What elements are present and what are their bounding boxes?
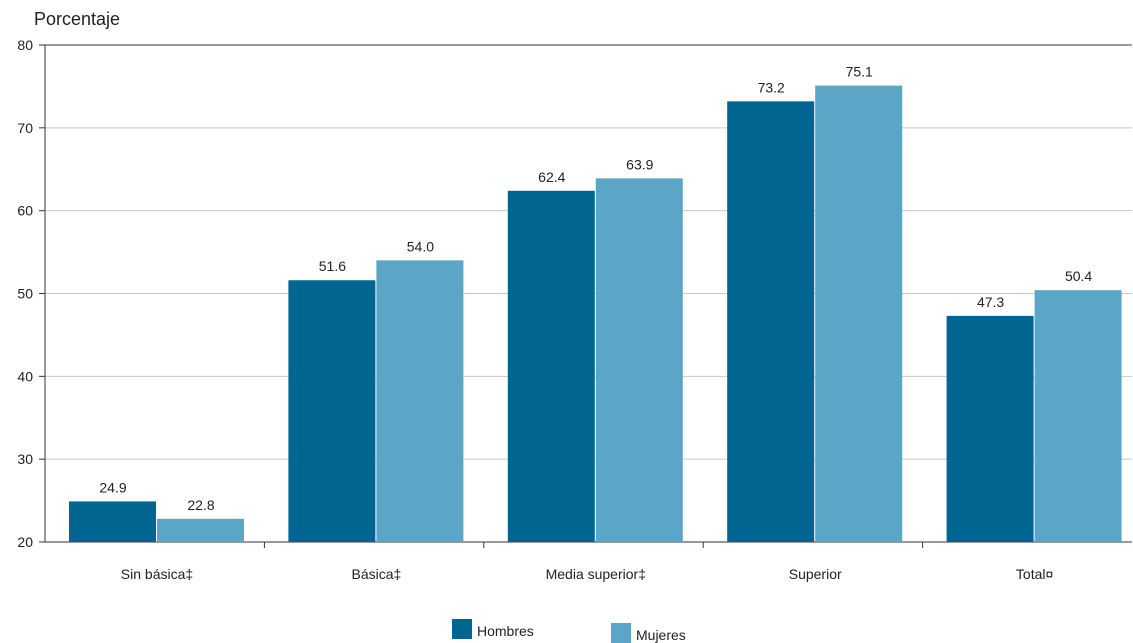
bar-mujeres: [157, 518, 244, 542]
data-label: 51.6: [319, 258, 346, 274]
bar-mujeres: [815, 85, 903, 543]
y-tick-label: 50: [17, 286, 33, 302]
y-tick-label: 20: [17, 534, 33, 550]
data-label: 50.4: [1065, 268, 1092, 284]
data-label: 22.8: [187, 497, 214, 513]
data-label: 63.9: [626, 156, 653, 172]
bar-hombres: [69, 501, 156, 542]
data-label: 62.4: [538, 169, 565, 185]
y-tick-label: 70: [17, 120, 33, 136]
data-label: 24.9: [99, 479, 126, 495]
legend-item-mujeres: Mujeres: [611, 623, 686, 643]
bar-mujeres: [1034, 290, 1122, 542]
legend-item-hombres: Hombres: [452, 619, 534, 639]
legend-label-mujeres: Mujeres: [636, 627, 686, 643]
x-tick-label: Superior: [789, 566, 842, 582]
data-label: 75.1: [846, 64, 873, 80]
legend: Hombres Mujeres: [0, 619, 1133, 643]
y-tick-label: 30: [17, 451, 33, 467]
x-tick-label: Total¤: [1016, 566, 1054, 582]
bar-hombres: [288, 280, 376, 542]
bar-chart: 20 30 40 50 60 70 80 24.9 22.8 Sin básica‡ 51.6 54.…: [17, 37, 1132, 582]
bar-hombres: [946, 315, 1034, 542]
y-axis-label: Porcentaje: [34, 9, 121, 29]
x-tick-label: Básica‡: [351, 566, 401, 582]
legend-swatch-mujeres: [611, 623, 631, 643]
x-tick-label: Sin básica‡: [121, 566, 193, 582]
data-label: 47.3: [977, 294, 1004, 310]
x-tick-label: Media superior‡: [546, 566, 646, 582]
legend-swatch-hombres: [452, 619, 472, 639]
y-tick-label: 40: [17, 368, 33, 384]
y-tick-label: 80: [17, 37, 33, 53]
bar-mujeres: [595, 178, 683, 542]
data-label: 54.0: [407, 238, 434, 254]
bar-hombres: [727, 101, 815, 543]
bar-hombres: [507, 190, 595, 542]
data-label: 73.2: [758, 79, 785, 95]
bar-mujeres: [376, 260, 464, 542]
y-tick-label: 60: [17, 203, 33, 219]
legend-label-hombres: Hombres: [477, 623, 534, 639]
